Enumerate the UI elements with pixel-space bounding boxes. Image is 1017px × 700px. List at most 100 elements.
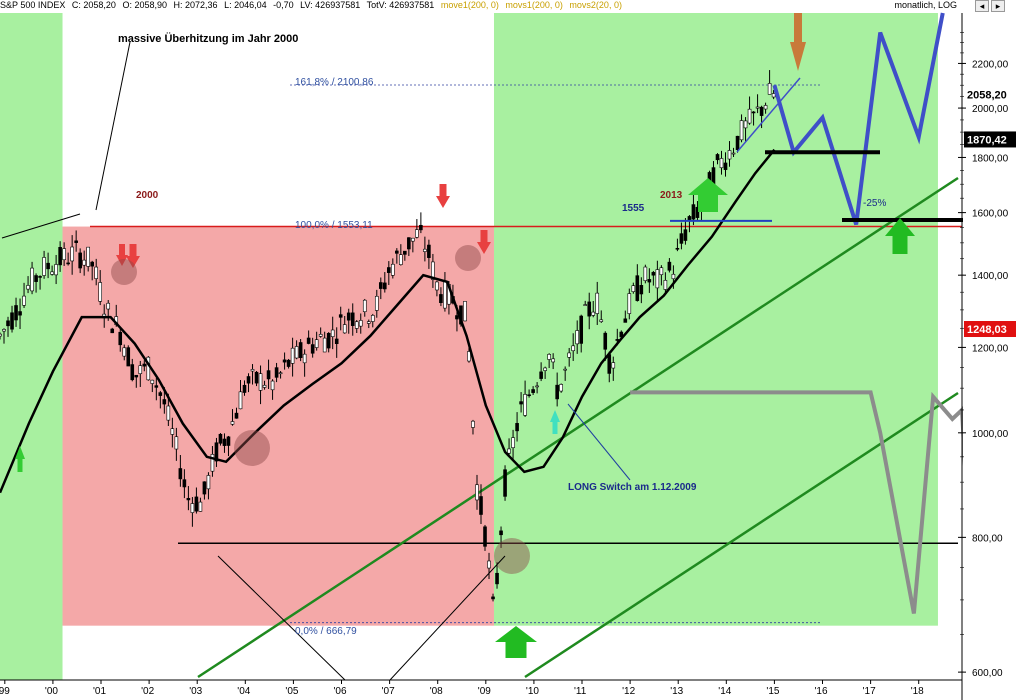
x-tick-label: '16 xyxy=(815,686,828,697)
price-candle-body xyxy=(415,229,419,238)
price-candle-body xyxy=(471,420,475,428)
price-candle-body xyxy=(2,329,6,332)
price-candle-body xyxy=(407,237,411,250)
price-candle-body xyxy=(567,352,571,358)
price-candle-body xyxy=(671,273,676,280)
price-candle-body xyxy=(483,526,487,547)
price-candle-body xyxy=(18,311,22,316)
header-lv: LV: 426937581 xyxy=(300,0,361,10)
price-candle-body xyxy=(142,363,147,367)
price-candle-body xyxy=(354,321,359,329)
price-candle-body xyxy=(274,367,279,378)
price-candle-body xyxy=(162,399,167,405)
x-tick-label: '02 xyxy=(141,686,154,697)
price-candle-body xyxy=(254,371,259,384)
y-tick-label: 1400,00 xyxy=(972,271,1009,282)
price-candle-body xyxy=(310,344,315,354)
price-candle-body xyxy=(294,346,299,359)
header-totv: TotV: 426937581 xyxy=(366,0,435,10)
price-candle-body xyxy=(547,354,551,360)
price-candle-body xyxy=(743,120,748,129)
header-movs1: movs1(200, 0) xyxy=(505,0,563,10)
price-candle-body xyxy=(539,371,543,379)
price-candle-body xyxy=(122,347,127,357)
price-candle-body xyxy=(338,314,343,318)
x-tick-label: '13 xyxy=(670,686,683,697)
price-candle-body xyxy=(587,301,592,317)
green-up-arrow-2017 xyxy=(885,218,915,254)
price-candle-body xyxy=(603,332,608,350)
price-candle-body xyxy=(214,442,219,462)
scroll-right-button[interactable]: ▸ xyxy=(991,0,1005,12)
y-tick-label: 2000,00 xyxy=(972,104,1009,115)
price-candle-body xyxy=(98,282,103,302)
price-candle-body xyxy=(643,266,648,282)
annotation-fib-0: 0,0% / 666,79 xyxy=(295,626,357,637)
price-candle-body xyxy=(747,108,752,124)
pointer-long-switch xyxy=(567,403,631,481)
price-candle-body xyxy=(455,315,459,320)
price-candle-body xyxy=(174,436,179,450)
price-candle-body xyxy=(150,379,155,384)
price-candle-body xyxy=(230,421,235,425)
price-candle-body xyxy=(298,342,303,358)
header-open: O: 2058,90 xyxy=(122,0,167,10)
price-candle-body xyxy=(443,280,447,309)
price-candle-body xyxy=(258,373,263,391)
price-candle-body xyxy=(519,401,523,405)
bottom-circle-2009 xyxy=(494,538,530,574)
annotation-overheating: massive Überhitzung im Jahr 2000 xyxy=(118,32,298,45)
price-candle-body xyxy=(242,384,247,393)
price-candle-body xyxy=(663,280,668,290)
price-candle-body xyxy=(110,328,115,334)
price-candle-body xyxy=(599,319,604,322)
price-candle-body xyxy=(667,261,672,271)
x-tick-label: '99 xyxy=(0,686,10,697)
price-candle-body xyxy=(358,320,363,327)
x-tick-label: '10 xyxy=(526,686,539,697)
price-candle-body xyxy=(491,596,495,600)
price-candle-body xyxy=(403,250,407,255)
price-candle-body xyxy=(382,282,387,290)
price-candle-body xyxy=(326,333,331,349)
price-candle-body xyxy=(158,392,163,396)
price-candle-body xyxy=(90,261,94,267)
price-candle-body xyxy=(631,285,636,292)
price-candle-body xyxy=(423,248,427,252)
scroll-left-button[interactable]: ◂ xyxy=(975,0,989,12)
price-candle-body xyxy=(30,267,34,292)
channel-lower-line xyxy=(524,391,959,679)
price-candle-body xyxy=(731,152,736,155)
price-candle-body xyxy=(527,394,531,397)
price-tag-current: 2058,20 xyxy=(967,90,1007,102)
price-candle-body xyxy=(651,272,656,276)
price-candle-body xyxy=(262,384,267,388)
price-tag-lower-bg xyxy=(964,321,1016,338)
pointer-overheating xyxy=(1,213,81,239)
x-tick-label: '11 xyxy=(574,686,587,697)
price-candle-body xyxy=(463,301,467,322)
price-candle-body xyxy=(62,248,66,261)
green-up-arrow-1999 xyxy=(15,446,25,472)
price-candle-body xyxy=(154,385,159,388)
price-candle-body xyxy=(342,324,347,334)
price-candle-body xyxy=(507,448,511,454)
price-candle-body xyxy=(278,372,283,375)
red-down-arrow-2008 xyxy=(477,230,491,254)
price-candle-body xyxy=(727,150,732,160)
x-tick-label: '04 xyxy=(237,686,250,697)
price-candle-body xyxy=(607,354,612,374)
price-candle-body xyxy=(763,105,768,110)
price-candle-body xyxy=(6,320,10,327)
x-tick-label: '18 xyxy=(911,686,924,697)
pointer-support-2009 xyxy=(389,555,506,681)
price-candle-body xyxy=(595,292,600,314)
price-candle-body xyxy=(306,337,311,344)
pointer-overheating-label xyxy=(95,41,131,211)
price-candle-body xyxy=(134,374,139,378)
top-circle-2008 xyxy=(455,245,481,271)
price-candle-body xyxy=(82,259,86,266)
price-candle-body xyxy=(751,111,756,114)
price-candle-body xyxy=(419,224,423,231)
price-candle-body xyxy=(767,83,772,95)
